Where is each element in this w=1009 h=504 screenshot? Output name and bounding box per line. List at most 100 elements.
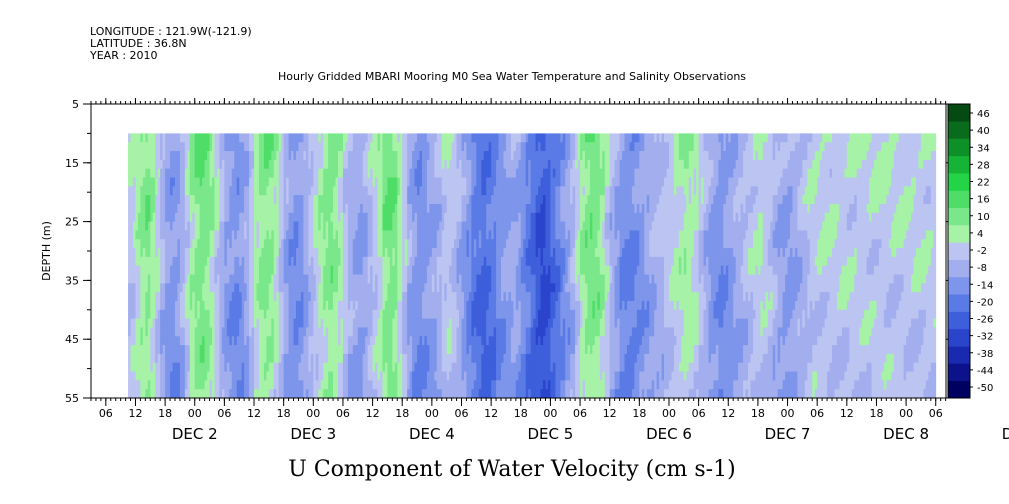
heatmap-cell xyxy=(135,283,139,293)
heatmap-cell xyxy=(268,239,272,249)
heatmap-cell xyxy=(258,353,262,364)
heatmap-cell xyxy=(216,248,220,258)
heatmap-cell xyxy=(152,203,156,214)
heatmap-cell xyxy=(135,353,139,364)
heatmap-cell xyxy=(508,345,512,355)
heatmap-cell xyxy=(441,265,445,275)
heatmap-cell xyxy=(300,177,304,187)
heatmap-cell xyxy=(387,186,391,196)
heatmap-cell xyxy=(303,195,307,205)
heatmap-cell xyxy=(372,230,376,240)
heatmap-cell xyxy=(192,380,196,390)
heatmap-cell xyxy=(179,203,183,214)
heatmap-cell xyxy=(513,203,517,214)
heatmap-cell xyxy=(142,195,146,205)
heatmap-cell xyxy=(224,203,228,214)
heatmap-cell xyxy=(308,309,312,320)
heatmap-cell xyxy=(296,186,299,196)
heatmap-cell xyxy=(429,292,433,302)
heatmap-cell xyxy=(367,221,371,231)
heatmap-cell xyxy=(491,142,495,152)
heatmap-cell xyxy=(496,389,499,399)
heatmap-cell xyxy=(194,292,198,302)
heatmap-cell xyxy=(412,177,415,187)
heatmap-cell xyxy=(328,203,331,214)
heatmap-cell xyxy=(288,203,292,214)
heatmap-cell xyxy=(246,203,250,214)
heatmap-cell xyxy=(219,230,223,240)
heatmap-cell xyxy=(345,389,349,399)
heatmap-cell xyxy=(165,362,168,372)
heatmap-cell xyxy=(310,336,314,346)
heatmap-cell xyxy=(530,256,534,267)
heatmap-cell xyxy=(214,248,218,258)
heatmap-cell xyxy=(182,300,186,311)
heatmap-cell xyxy=(209,212,213,222)
heatmap-cell xyxy=(463,336,467,346)
heatmap-cell xyxy=(219,256,223,267)
heatmap-cell xyxy=(426,248,430,258)
heatmap-cell xyxy=(523,389,527,399)
heatmap-cell xyxy=(288,186,292,196)
heatmap-cell xyxy=(468,212,472,222)
heatmap-cell xyxy=(436,186,440,196)
heatmap-cell xyxy=(476,353,480,364)
heatmap-cell xyxy=(150,345,154,355)
heatmap-cell xyxy=(325,239,329,249)
heatmap-cell xyxy=(333,195,336,205)
heatmap-cell xyxy=(194,318,198,328)
heatmap-cell xyxy=(308,142,312,152)
heatmap-cell xyxy=(446,389,450,399)
heatmap-cell xyxy=(184,327,188,337)
heatmap-cell xyxy=(323,177,327,187)
heatmap-cell xyxy=(278,265,282,275)
heatmap-cell xyxy=(338,159,341,170)
heatmap-cell xyxy=(444,300,448,311)
heatmap-cell xyxy=(355,274,359,284)
heatmap-cell xyxy=(258,151,262,161)
heatmap-cell xyxy=(456,371,460,381)
heatmap-cell xyxy=(256,142,260,152)
heatmap-cell xyxy=(142,221,146,231)
heatmap-cell xyxy=(523,133,527,143)
heatmap-cell xyxy=(360,318,364,328)
heatmap-cell xyxy=(535,221,539,231)
heatmap-cell xyxy=(431,239,435,249)
heatmap-cell xyxy=(328,133,331,143)
heatmap-cell xyxy=(402,186,406,196)
heatmap-cell xyxy=(263,230,267,240)
heatmap-cell xyxy=(244,345,248,355)
heatmap-cell xyxy=(515,345,519,355)
heatmap-cell xyxy=(520,336,524,346)
heatmap-cell xyxy=(399,151,403,161)
heatmap-cell xyxy=(320,336,324,346)
heatmap-cell xyxy=(419,300,423,311)
heatmap-cell xyxy=(172,389,176,399)
heatmap-cell xyxy=(320,292,324,302)
heatmap-cell xyxy=(503,212,507,222)
heatmap-cell xyxy=(254,292,257,302)
heatmap-cell xyxy=(478,309,482,320)
heatmap-cell xyxy=(441,336,445,346)
heatmap-cell xyxy=(244,389,248,399)
heatmap-cell xyxy=(439,327,443,337)
heatmap-cell xyxy=(429,142,433,152)
heatmap-cell xyxy=(130,133,134,143)
heatmap-cell xyxy=(244,203,248,214)
heatmap-cell xyxy=(313,318,317,328)
heatmap-cell xyxy=(530,353,534,364)
heatmap-cell xyxy=(140,283,144,293)
heatmap-cell xyxy=(431,362,435,372)
heatmap-cell xyxy=(167,389,171,399)
heatmap-cell xyxy=(212,345,215,355)
heatmap-cell xyxy=(325,256,329,267)
heatmap-cell xyxy=(179,327,183,337)
heatmap-cell xyxy=(320,345,324,355)
heatmap-cell xyxy=(525,274,529,284)
heatmap-cell xyxy=(444,239,448,249)
heatmap-cell xyxy=(236,300,240,311)
heatmap-cell xyxy=(486,336,490,346)
heatmap-cell xyxy=(525,292,529,302)
heatmap-cell xyxy=(258,186,262,196)
heatmap-cell xyxy=(370,327,373,337)
